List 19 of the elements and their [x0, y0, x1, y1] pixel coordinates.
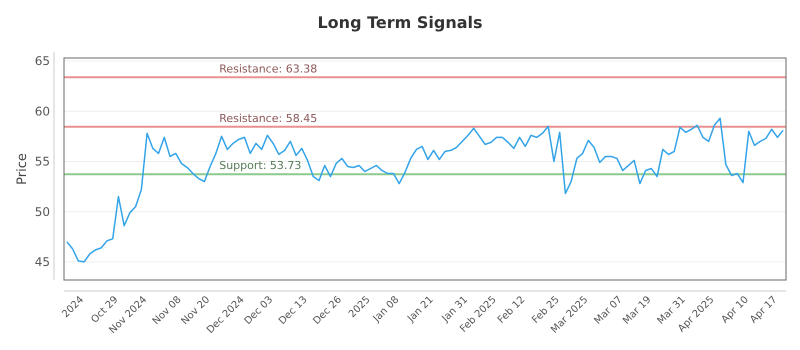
- x-tick-label: Dec 03: [242, 294, 276, 328]
- ref-line-label: Resistance: 58.45: [219, 112, 318, 125]
- y-tick-label: 55: [34, 154, 50, 169]
- y-axis-title: Price: [15, 153, 30, 185]
- x-tick-label: Mar 19: [621, 294, 654, 327]
- x-tick-label: Dec 26: [311, 294, 344, 328]
- x-tick-label: Dec 13: [276, 294, 310, 328]
- x-tick-label: Apr 17: [748, 294, 780, 326]
- ref-line-label: Resistance: 63.38: [219, 62, 318, 76]
- x-tick-label: Jan 21: [405, 294, 436, 325]
- y-tick-label: 45: [34, 255, 50, 270]
- x-tick-label: Jan 08: [370, 294, 402, 325]
- x-tick-label: Feb 12: [496, 294, 528, 326]
- x-tick-label: Apr 10: [720, 294, 751, 326]
- y-tick-label: 65: [34, 54, 50, 68]
- chart-title: Long Term Signals: [317, 13, 483, 32]
- y-tick-label: 60: [34, 104, 50, 118]
- ref-line-label: Support: 53.73: [219, 159, 302, 172]
- y-tick-label: 50: [34, 204, 50, 219]
